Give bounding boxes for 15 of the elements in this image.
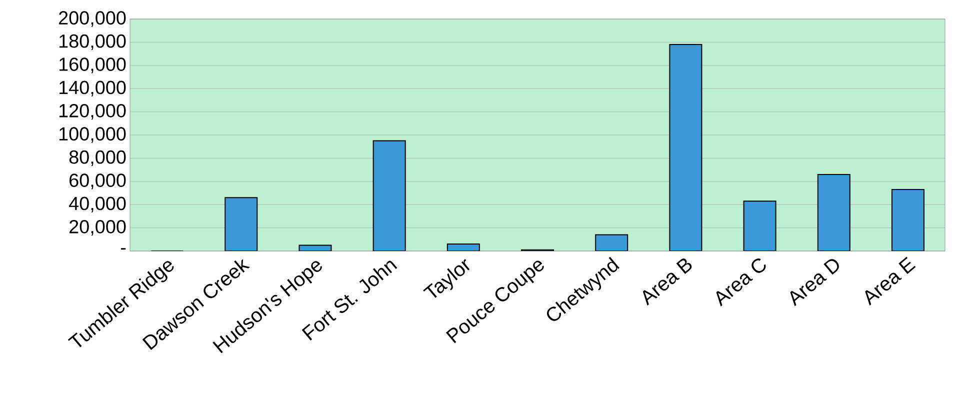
y-tick-label: - — [121, 248, 126, 250]
y-tick-label: 60,000 — [70, 174, 126, 190]
y-tick-label: 200,000 — [59, 11, 126, 27]
x-tick-label: Area D — [790, 259, 839, 306]
y-tick-label: 120,000 — [59, 104, 126, 120]
x-tick-label: Area E — [865, 256, 916, 306]
x-tick-label: Area B — [642, 258, 692, 306]
y-tick-label: 180,000 — [59, 34, 126, 50]
x-tick-label: Area C — [716, 258, 766, 306]
y-tick-label: 20,000 — [70, 220, 126, 236]
y-tick-label: 80,000 — [69, 150, 126, 166]
y-tick-label: 160,000 — [59, 58, 126, 74]
y-tick-label: 140,000 — [59, 80, 126, 96]
y-tick-label: 100,000 — [59, 127, 126, 143]
y-tick-label: 40,000 — [69, 196, 126, 212]
